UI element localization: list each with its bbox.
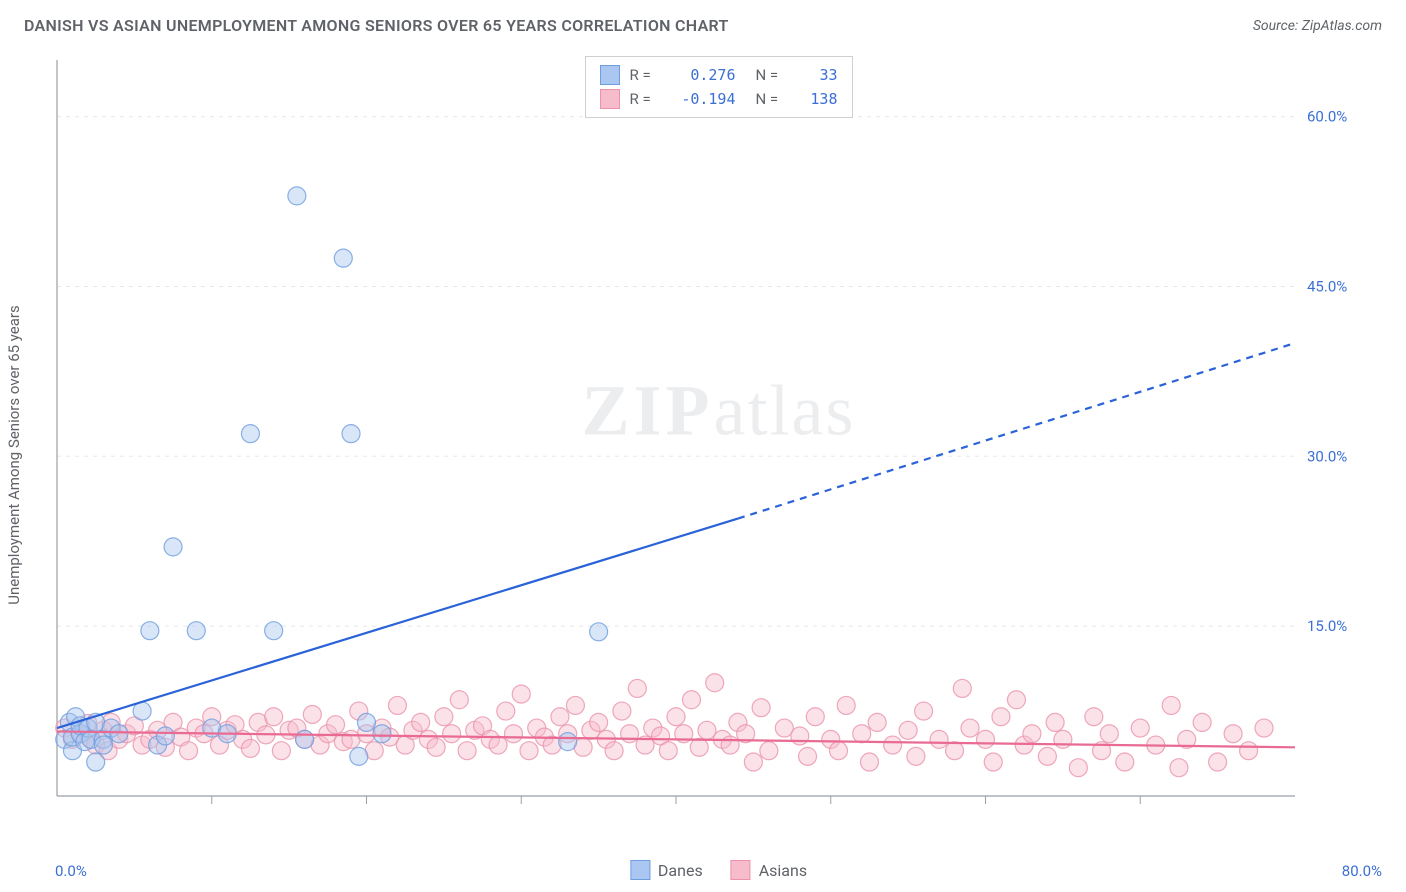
correlation-legend-row: R = -0.194 N = 138 bbox=[600, 87, 838, 111]
legend-n-label: N = bbox=[756, 87, 788, 111]
svg-text:45.0%: 45.0% bbox=[1307, 277, 1347, 295]
chart-area: 15.0%30.0%45.0%60.0% ZIPatlas R =0.276N … bbox=[55, 56, 1382, 844]
scatter-chart-svg: 15.0% 30.0% 45.0% 60.0% bbox=[55, 56, 1365, 816]
legend-swatch bbox=[600, 65, 620, 85]
svg-text:60.0%: 60.0% bbox=[1307, 108, 1347, 126]
series-legend: Danes Asians bbox=[630, 860, 807, 880]
legend-r-value: 0.276 bbox=[672, 63, 736, 87]
svg-text:15.0%: 15.0% bbox=[1307, 617, 1347, 635]
legend-swatch bbox=[600, 89, 620, 109]
legend-r-label: R = bbox=[630, 63, 662, 87]
legend-n-label: N = bbox=[756, 63, 788, 87]
chart-title: DANISH VS ASIAN UNEMPLOYMENT AMONG SENIO… bbox=[24, 16, 729, 35]
series-legend-label: Asians bbox=[759, 861, 807, 880]
series-legend-item: Asians bbox=[731, 860, 807, 880]
source-attribution: Source: ZipAtlas.com bbox=[1253, 18, 1382, 34]
x-axis-origin-label: 0.0% bbox=[55, 862, 87, 880]
svg-text:30.0%: 30.0% bbox=[1307, 447, 1347, 465]
correlation-legend-row: R = 0.276 N = 33 bbox=[600, 63, 838, 87]
series-legend-label: Danes bbox=[658, 861, 703, 880]
series-legend-item: Danes bbox=[630, 860, 703, 880]
correlation-legend: R = 0.276 N = 33 R = -0.194 N = 138 bbox=[585, 56, 853, 118]
legend-swatch bbox=[630, 860, 650, 880]
legend-r-value: -0.194 bbox=[672, 87, 736, 111]
y-axis-label: Unemployment Among Seniors over 65 years bbox=[5, 305, 23, 604]
legend-swatch bbox=[731, 860, 751, 880]
x-axis-max-label: 80.0% bbox=[1342, 862, 1382, 880]
legend-n-value: 33 bbox=[798, 63, 838, 87]
legend-n-value: 138 bbox=[798, 87, 838, 111]
legend-r-label: R = bbox=[630, 87, 662, 111]
